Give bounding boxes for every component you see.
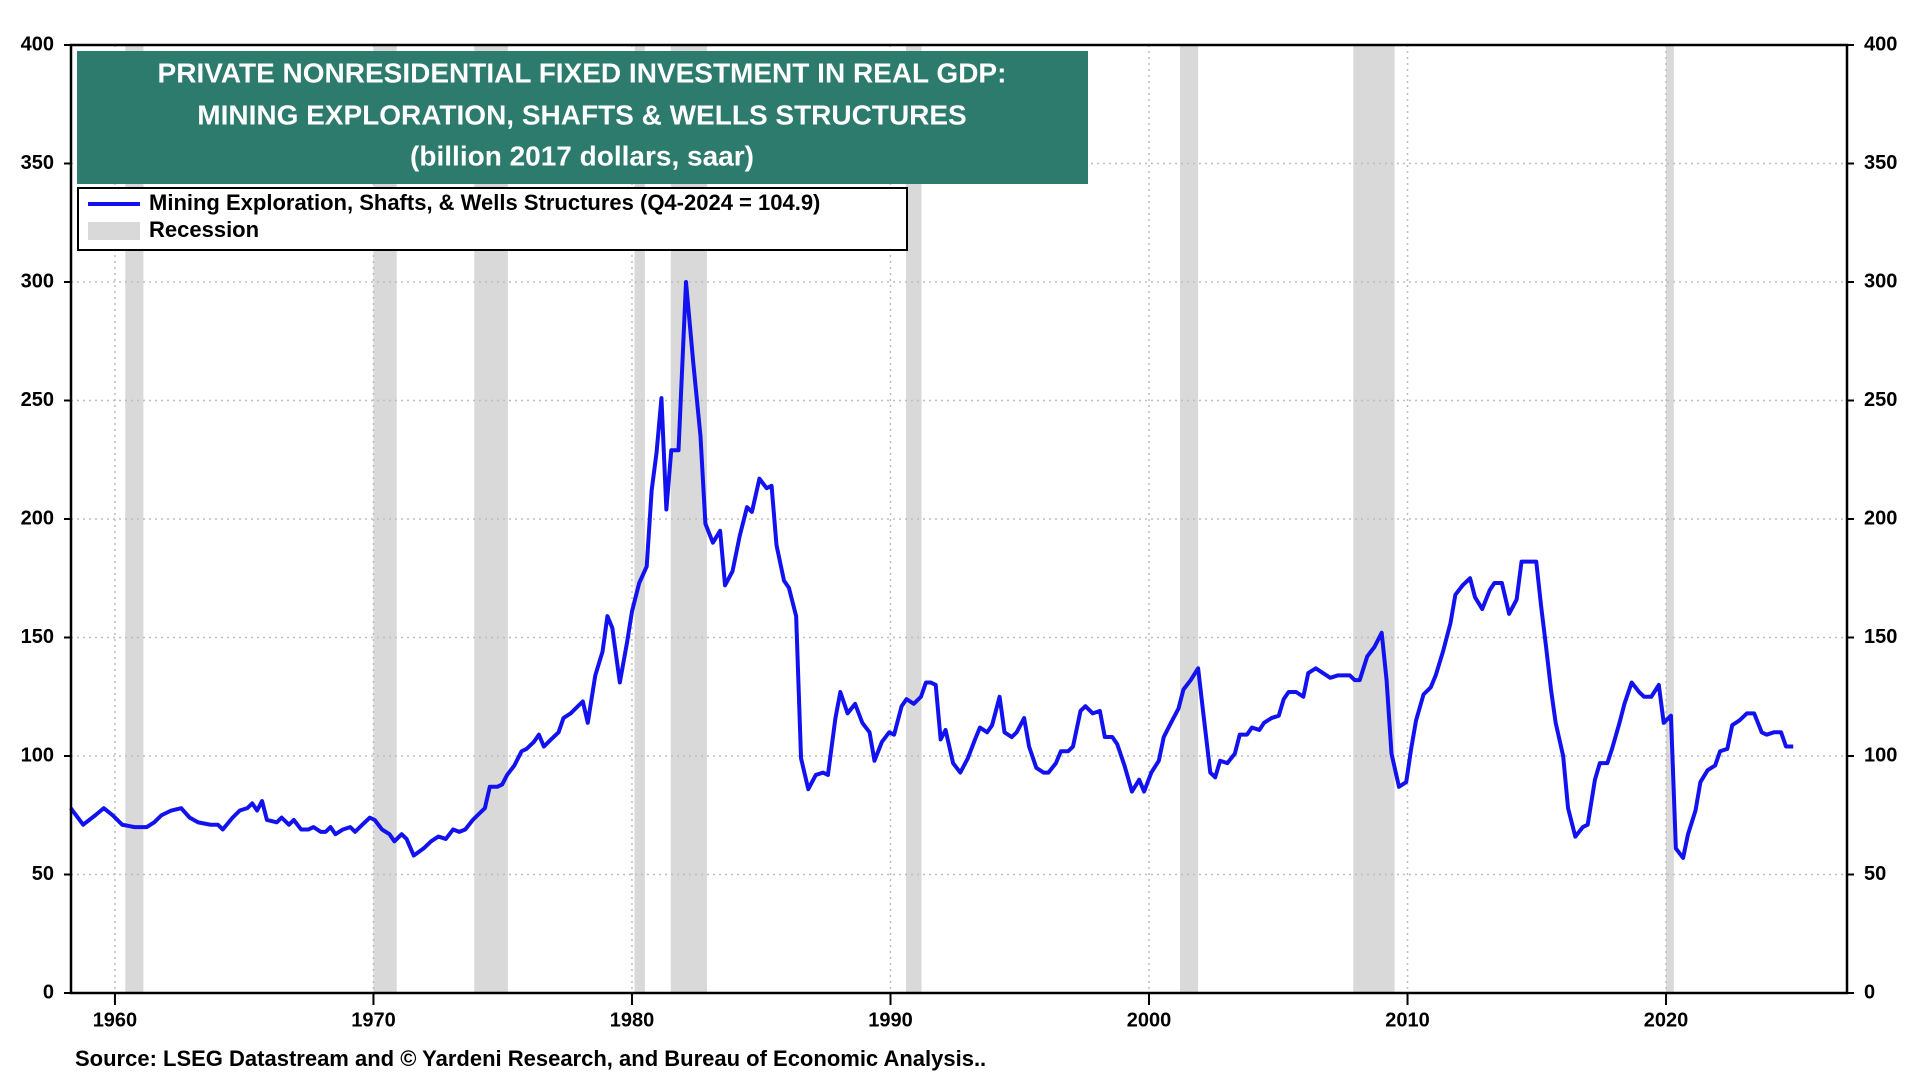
y2-tick-label: 350 — [1864, 152, 1897, 174]
y-tick-label: 100 — [21, 744, 54, 766]
chart-subtitle: (billion 2017 dollars, saar) — [410, 140, 754, 171]
y-tick-label: 50 — [32, 863, 54, 885]
y2-tick-label: 100 — [1864, 744, 1897, 766]
plot-frame — [69, 43, 1849, 995]
recession-band — [906, 45, 922, 993]
x-tick-label: 2010 — [1385, 1009, 1430, 1031]
plot: 0 0 50 50 100 100 150 150 200 200 250 250 300 300 350 3… — [21, 33, 1898, 1031]
y2-tick-label: 150 — [1864, 626, 1897, 648]
legend-label: Recession — [149, 217, 259, 242]
y-tick-label: 300 — [21, 270, 54, 292]
y2-tick-label: 0 — [1864, 981, 1875, 1003]
data-line — [69, 280, 1794, 860]
x-tick-label: 1990 — [868, 1009, 913, 1031]
y-tick-label: 200 — [21, 507, 54, 529]
legend-label: Mining Exploration, Shafts, & Wells Stru… — [149, 190, 820, 215]
x-tick-label: 2020 — [1644, 1009, 1689, 1031]
x-tick-label: 1980 — [610, 1009, 655, 1031]
x-tick-label: 1960 — [93, 1009, 138, 1031]
y-tick-label: 150 — [21, 626, 54, 648]
y2-tick-label: 300 — [1864, 270, 1897, 292]
title-box — [77, 51, 1088, 184]
y-tick-label: 400 — [21, 33, 54, 55]
y-tick-label: 0 — [43, 981, 54, 1003]
legend-recession-swatch — [88, 222, 140, 240]
legend-box — [77, 187, 908, 251]
y2-tick-label: 250 — [1864, 389, 1897, 411]
recession-band — [634, 45, 645, 993]
y-tick-label: 250 — [21, 389, 54, 411]
recession-band — [1666, 45, 1674, 993]
chart-title: PRIVATE NONRESIDENTIAL FIXED INVESTMENT … — [158, 57, 1007, 88]
source-note: Source: LSEG Datastream and © Yardeni Re… — [75, 1046, 986, 1071]
y2-tick-label: 200 — [1864, 507, 1897, 529]
chart-title: MINING EXPLORATION, SHAFTS & WELLS STRUC… — [197, 99, 966, 130]
y-tick-label: 350 — [21, 152, 54, 174]
y2-tick-label: 400 — [1864, 33, 1897, 55]
x-tick-label: 1970 — [351, 1009, 396, 1031]
x-tick-label: 2000 — [1127, 1009, 1172, 1031]
y2-tick-label: 50 — [1864, 863, 1886, 885]
